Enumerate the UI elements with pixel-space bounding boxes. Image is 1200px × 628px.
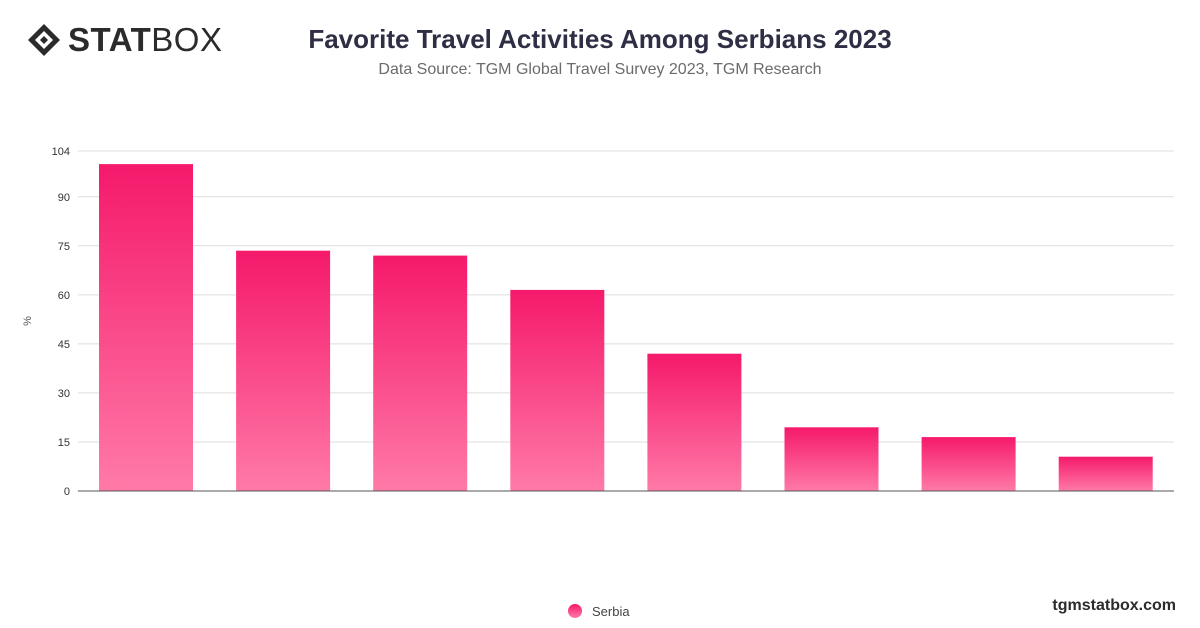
bar-6[interactable]	[784, 427, 879, 492]
bar-2[interactable]	[236, 250, 331, 491]
logo-word-bold: STAT	[68, 21, 152, 58]
bar-7[interactable]	[921, 437, 1016, 491]
y-tick-label: 30	[58, 388, 70, 400]
footer-site: tgmstatbox.com	[1052, 597, 1176, 614]
y-tick-label: 0	[64, 486, 70, 498]
bar-4[interactable]	[510, 289, 605, 491]
y-tick-label: 75	[58, 241, 70, 253]
y-tick-label: 45	[58, 339, 70, 351]
chart-title: Favorite Travel Activities Among Serbian…	[308, 24, 892, 54]
bar-8[interactable]	[1058, 456, 1153, 491]
chart-subtitle: Data Source: TGM Global Travel Survey 20…	[378, 61, 822, 78]
bar-1[interactable]	[99, 164, 193, 491]
bars	[99, 164, 1153, 492]
legend-swatch-serbia	[568, 604, 582, 618]
logo-word-light: BOX	[151, 21, 223, 58]
y-tick-label: 15	[58, 437, 70, 449]
statbox-diamond-icon	[28, 24, 60, 56]
bar-3[interactable]	[373, 255, 468, 491]
statbox-logo: STATBOX	[26, 22, 222, 58]
y-tick-label: 90	[58, 192, 70, 204]
legend[interactable]: Serbia	[568, 602, 630, 620]
logo-wordmark: STATBOX	[68, 22, 222, 58]
y-axis-label: %	[22, 316, 34, 326]
y-tick-label: 60	[58, 290, 70, 302]
y-tick-label: 104	[52, 146, 70, 158]
y-axis-ticks: 0 15 30 45 60 75 90 104	[52, 146, 70, 498]
legend-label-serbia: Serbia	[592, 603, 630, 619]
bar-5[interactable]	[647, 353, 742, 491]
